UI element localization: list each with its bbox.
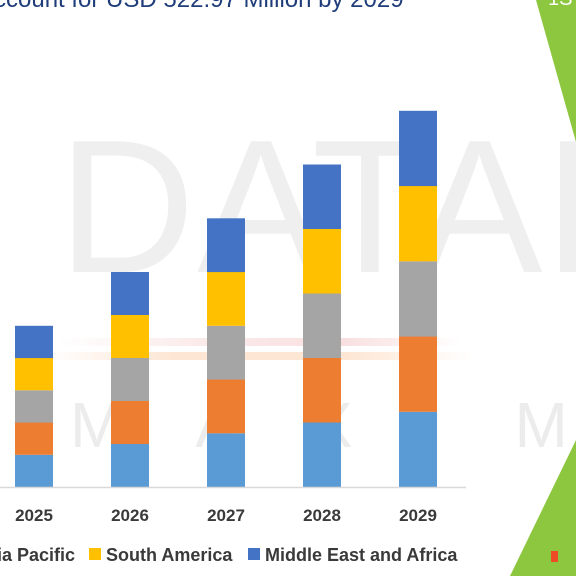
decorative-band-top (0, 338, 576, 346)
bar-segment-2027-0 (207, 433, 245, 488)
bar-segment-2028-0 (303, 422, 341, 487)
chart-title: ccount for USD 522.97 Million by 2029 (0, 0, 404, 14)
bar-segment-2029-1 (399, 336, 437, 412)
decorative-band-bottom (0, 352, 576, 360)
bars-group (15, 110, 437, 488)
legend-label-2: Middle East and Africa (265, 545, 458, 565)
bar-segment-2027-2 (207, 325, 245, 380)
legend-swatch-2 (248, 548, 260, 560)
bar-segment-2028-4 (303, 164, 341, 229)
x-tick-label-2029: 2029 (399, 506, 437, 525)
orange-accent-mark (551, 551, 558, 562)
bar-segment-2026-4 (111, 272, 149, 315)
x-tick-labels: 2025 2026 2027 2028 2029 (15, 506, 437, 525)
green-accent-shape-bottom (510, 440, 576, 576)
legend: ia Pacific South America Middle East and A… (0, 545, 458, 565)
bar-segment-2029-2 (399, 261, 437, 337)
legend-label-0: ia Pacific (0, 545, 75, 565)
green-accent-shape (536, 0, 576, 142)
x-tick-label-2025: 2025 (15, 506, 53, 525)
bar-segment-2025-3 (15, 358, 53, 391)
bar-segment-2029-4 (399, 110, 437, 187)
legend-swatch-1 (89, 548, 101, 560)
bar-segment-2027-3 (207, 272, 245, 326)
legend-label-1: South America (106, 545, 233, 565)
bar-segment-2025-0 (15, 454, 53, 488)
bar-segment-2029-3 (399, 186, 437, 262)
bar-segment-2025-2 (15, 390, 53, 423)
bar-segment-2026-3 (111, 315, 149, 358)
bar-segment-2026-1 (111, 401, 149, 444)
bar-segment-2025-4 (15, 325, 53, 359)
x-tick-label-2027: 2027 (207, 506, 245, 525)
bar-segment-2026-0 (111, 444, 149, 487)
bar-segment-2025-1 (15, 422, 53, 455)
bar-segment-2027-4 (207, 218, 245, 273)
x-tick-label-2028: 2028 (303, 506, 341, 525)
bar-segment-2028-1 (303, 358, 341, 423)
bar-segment-2028-3 (303, 229, 341, 294)
bar-segment-2027-1 (207, 379, 245, 434)
corner-label: 1S (548, 0, 572, 11)
x-tick-label-2026: 2026 (111, 506, 149, 525)
bar-segment-2026-2 (111, 358, 149, 401)
bar-segment-2029-0 (399, 411, 437, 488)
bar-segment-2028-2 (303, 293, 341, 358)
